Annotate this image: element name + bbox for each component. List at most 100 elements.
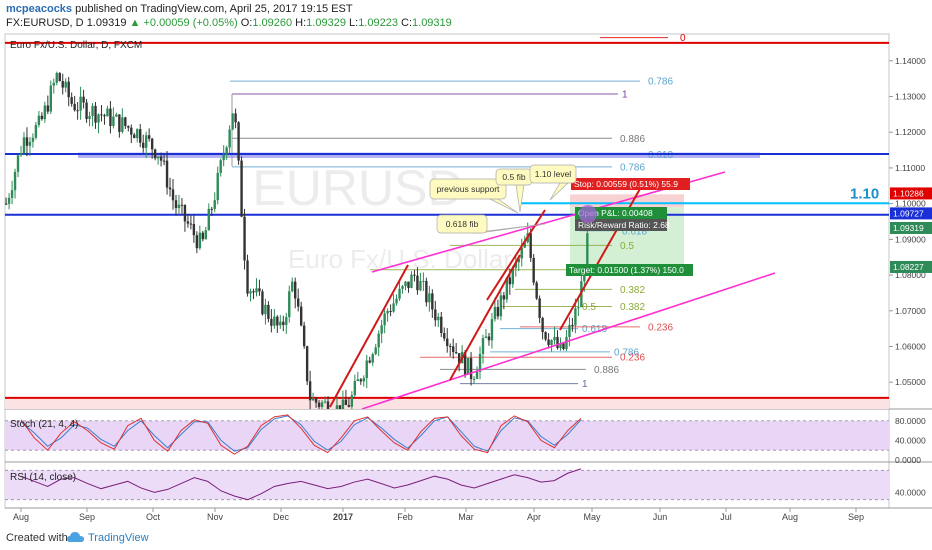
candle-body bbox=[76, 110, 79, 112]
price-tag-label: 1.09319 bbox=[893, 223, 924, 233]
price-tag-box bbox=[890, 187, 932, 200]
candle-body bbox=[49, 85, 53, 112]
candle-body bbox=[422, 280, 425, 282]
candle-body bbox=[359, 379, 362, 382]
candle-body bbox=[79, 96, 82, 111]
candle-body bbox=[121, 117, 124, 132]
candle-body bbox=[279, 321, 282, 326]
price-tag-box bbox=[890, 207, 932, 220]
author-name[interactable]: mcpeacocks bbox=[6, 3, 73, 15]
candle-body bbox=[362, 378, 365, 382]
candle-body bbox=[91, 105, 94, 117]
candle-body bbox=[523, 242, 526, 248]
time-tick-label: Mar bbox=[458, 512, 474, 522]
price-tag-box bbox=[890, 221, 932, 234]
candle-body bbox=[142, 142, 145, 148]
time-tick-label: Sep bbox=[79, 512, 95, 522]
candle-body bbox=[207, 208, 210, 231]
candle-body bbox=[153, 149, 157, 159]
candle-body bbox=[404, 281, 407, 287]
candle-body bbox=[124, 117, 127, 127]
candle-body bbox=[25, 137, 29, 146]
fib-level-label: 0.618 bbox=[582, 324, 607, 335]
risk-reward-label: Risk/Reward Ratio: 2.68 bbox=[578, 220, 670, 230]
open-value: 1.09260 bbox=[252, 17, 293, 29]
candle-body bbox=[139, 129, 142, 143]
price-tick-label: 1.06000 bbox=[895, 342, 926, 352]
candle-body bbox=[264, 304, 267, 315]
candle-body bbox=[320, 402, 324, 408]
candle-body bbox=[392, 303, 395, 312]
stop-label-box bbox=[571, 178, 690, 190]
candle-body bbox=[547, 339, 550, 346]
candle-body bbox=[559, 343, 562, 349]
fib-level-label: 0.5 bbox=[582, 302, 596, 313]
fib-level-label: 0.382 bbox=[620, 302, 645, 313]
candle-body bbox=[246, 260, 249, 294]
candle-body bbox=[192, 223, 196, 236]
price-tag-box bbox=[890, 260, 932, 273]
candle-body bbox=[174, 200, 178, 209]
candle-body bbox=[103, 115, 106, 117]
fib-level-label: 0.236 bbox=[648, 322, 673, 333]
candle-body bbox=[487, 336, 491, 341]
level-1-10-callout-pointer bbox=[549, 182, 569, 201]
candle-body bbox=[112, 116, 115, 126]
publish-info: published on TradingView.com, April 25, … bbox=[75, 3, 353, 15]
candle-body bbox=[356, 379, 360, 381]
candle-body bbox=[302, 325, 306, 347]
rsi-title: RSI (14, close) bbox=[10, 472, 76, 483]
candle-body bbox=[5, 203, 8, 205]
time-tick-label: Feb bbox=[397, 512, 413, 522]
candle-body bbox=[544, 332, 547, 340]
candle-body bbox=[7, 197, 11, 204]
candle-body bbox=[517, 258, 520, 263]
candle-body bbox=[46, 105, 50, 112]
candle-body bbox=[505, 277, 509, 300]
candle-body bbox=[574, 308, 577, 326]
stoch-tick-label: 80.0000 bbox=[895, 416, 926, 426]
price-tag-label: 1.08227 bbox=[893, 262, 924, 272]
candle-body bbox=[425, 280, 428, 303]
up-arrow-icon: ▲ bbox=[129, 17, 141, 29]
candle-body bbox=[261, 291, 264, 315]
price-tick-label: 1.12000 bbox=[895, 127, 926, 137]
trend-leg-2 bbox=[449, 254, 521, 381]
candle-body bbox=[297, 298, 300, 307]
candle-body bbox=[330, 417, 332, 418]
candle-body bbox=[556, 336, 559, 349]
price-tick-label: 1.05000 bbox=[895, 377, 926, 387]
candle-body bbox=[201, 232, 205, 240]
entry-marker bbox=[579, 205, 597, 223]
candle-body bbox=[67, 81, 70, 98]
candle-body bbox=[353, 380, 357, 396]
candle-body bbox=[305, 346, 309, 382]
price-tick-label: 1.13000 bbox=[895, 92, 926, 102]
stop-label: Stop: 0.00559 (0.51%) 55.9 bbox=[574, 179, 678, 189]
candle-body bbox=[88, 116, 91, 120]
candle-body bbox=[308, 381, 312, 401]
candle-body bbox=[85, 102, 88, 120]
tradingview-brand[interactable]: TradingView bbox=[88, 532, 149, 544]
time-tick-label: Jul bbox=[720, 512, 732, 522]
candle-body bbox=[240, 160, 243, 217]
high-value: 1.09329 bbox=[306, 17, 346, 29]
candle-body bbox=[31, 137, 35, 142]
candle-body bbox=[204, 230, 207, 240]
candle-body bbox=[344, 399, 348, 405]
candle-body bbox=[443, 333, 446, 339]
rsi-tick-label: 40.0000 bbox=[895, 487, 926, 497]
candle-body bbox=[37, 115, 41, 125]
fib-level-label: 0.786 bbox=[620, 162, 645, 173]
candle-body bbox=[252, 291, 255, 293]
candle-body bbox=[13, 171, 17, 191]
candle-body bbox=[401, 286, 404, 289]
candle-body bbox=[317, 402, 321, 408]
fib-level-label: 0.5 bbox=[620, 241, 634, 252]
price-tick-label: 1.11000 bbox=[895, 163, 925, 173]
candle-body bbox=[180, 204, 184, 206]
candle-body bbox=[133, 134, 136, 139]
candle-body bbox=[216, 172, 219, 201]
candle-body bbox=[541, 317, 544, 333]
